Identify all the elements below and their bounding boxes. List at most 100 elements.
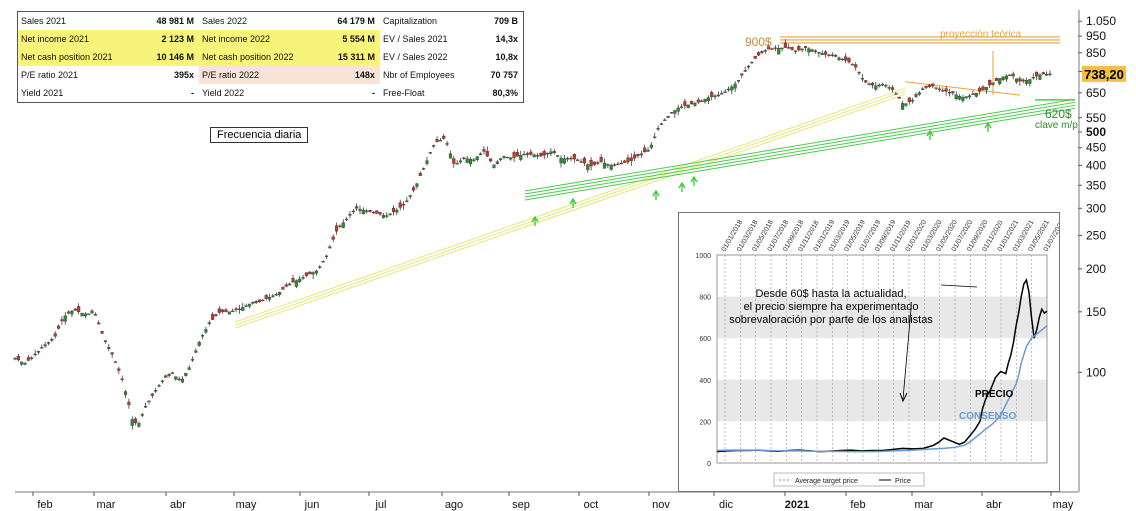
candle-down <box>308 271 312 275</box>
metric-label: Sales 2022 <box>201 16 248 26</box>
candle <box>194 348 198 354</box>
candle <box>100 330 104 335</box>
candle <box>790 46 794 51</box>
candle <box>576 158 580 161</box>
candle-down <box>127 401 131 406</box>
metric-label: Yield 2021 <box>21 88 64 98</box>
candle <box>40 344 44 349</box>
candle-down <box>150 393 154 396</box>
candle-up <box>341 222 345 228</box>
inset-y-label: 0 <box>707 461 711 468</box>
candle <box>244 303 248 307</box>
candle-up <box>532 154 536 158</box>
inset-plot-frame <box>716 254 1048 464</box>
inset-y-label: 200 <box>699 419 711 426</box>
candle <box>522 150 526 156</box>
candle-up <box>716 94 720 97</box>
candle-down <box>907 97 911 103</box>
candle-down <box>552 151 556 153</box>
candle-up <box>947 92 952 94</box>
candle <box>693 101 697 107</box>
candle <box>237 304 241 314</box>
candle-up <box>244 305 248 307</box>
candle <box>140 412 144 417</box>
candle-down <box>847 58 851 63</box>
candle <box>834 53 838 58</box>
candle <box>16 353 20 362</box>
x-tick-label: abr <box>170 499 186 511</box>
candle <box>723 88 727 93</box>
candle-down <box>914 94 918 97</box>
candle-down <box>452 158 456 164</box>
candle-down <box>77 306 81 313</box>
candle <box>247 303 252 309</box>
candle-up <box>1004 75 1009 80</box>
candle-up <box>659 123 664 125</box>
candle <box>623 159 627 163</box>
candle-down <box>623 160 627 163</box>
candle-down <box>50 338 54 341</box>
candle-down <box>726 88 730 91</box>
candle <box>515 148 519 157</box>
candle-up <box>1001 76 1005 80</box>
candle <box>673 109 677 119</box>
candle-down <box>412 187 416 191</box>
candle <box>432 144 436 149</box>
candle <box>777 44 781 55</box>
candle-down <box>435 138 439 142</box>
arrow-head <box>531 215 539 223</box>
candle <box>606 163 610 169</box>
candle <box>857 71 861 75</box>
candle <box>298 276 302 284</box>
candle <box>927 84 931 89</box>
candle-up <box>465 158 469 163</box>
candle <box>83 312 87 319</box>
candle-up <box>63 315 67 322</box>
candle-down <box>854 64 858 68</box>
candle <box>753 55 757 60</box>
candle <box>683 98 687 110</box>
candle <box>495 160 499 165</box>
candle-up <box>984 87 988 91</box>
candle <box>700 99 704 103</box>
candle-up <box>154 390 158 392</box>
candle-down <box>428 152 432 154</box>
y-tick-label: 100 <box>1086 365 1106 379</box>
note-arrow <box>902 308 912 400</box>
candle-down <box>375 210 379 214</box>
candle <box>113 360 118 363</box>
candle-up <box>559 157 563 164</box>
candle <box>335 222 339 235</box>
candle-up <box>706 97 710 102</box>
candle <box>1004 74 1009 82</box>
candle-up <box>911 100 915 102</box>
candle <box>746 64 751 70</box>
candle <box>127 398 131 409</box>
candle <box>1008 74 1012 76</box>
candle-up <box>884 85 888 87</box>
candle-down <box>97 322 101 325</box>
candle <box>408 194 412 200</box>
candle-up <box>241 307 245 311</box>
candle-up <box>345 218 349 221</box>
candle <box>509 157 513 161</box>
candle <box>254 300 258 304</box>
candle-up <box>455 163 459 165</box>
candle-up <box>1045 73 1049 76</box>
x-tick-label: dic <box>719 499 734 511</box>
candle-up <box>646 150 650 152</box>
candle-down <box>596 162 600 164</box>
metric-value: 64 179 M <box>337 16 375 26</box>
x-tick-label: may <box>236 499 257 511</box>
candle-up <box>468 159 473 165</box>
candle-down <box>515 151 519 157</box>
candle <box>177 376 181 382</box>
metric-label: Net income 2021 <box>18 30 142 48</box>
candle <box>43 341 47 348</box>
candle-up <box>271 295 275 297</box>
candle <box>1028 78 1032 87</box>
candle <box>274 292 278 297</box>
candle <box>639 150 643 158</box>
metric-label: P/E ratio 2021 <box>21 70 79 80</box>
metric-label: Net income 2022 <box>198 30 323 48</box>
